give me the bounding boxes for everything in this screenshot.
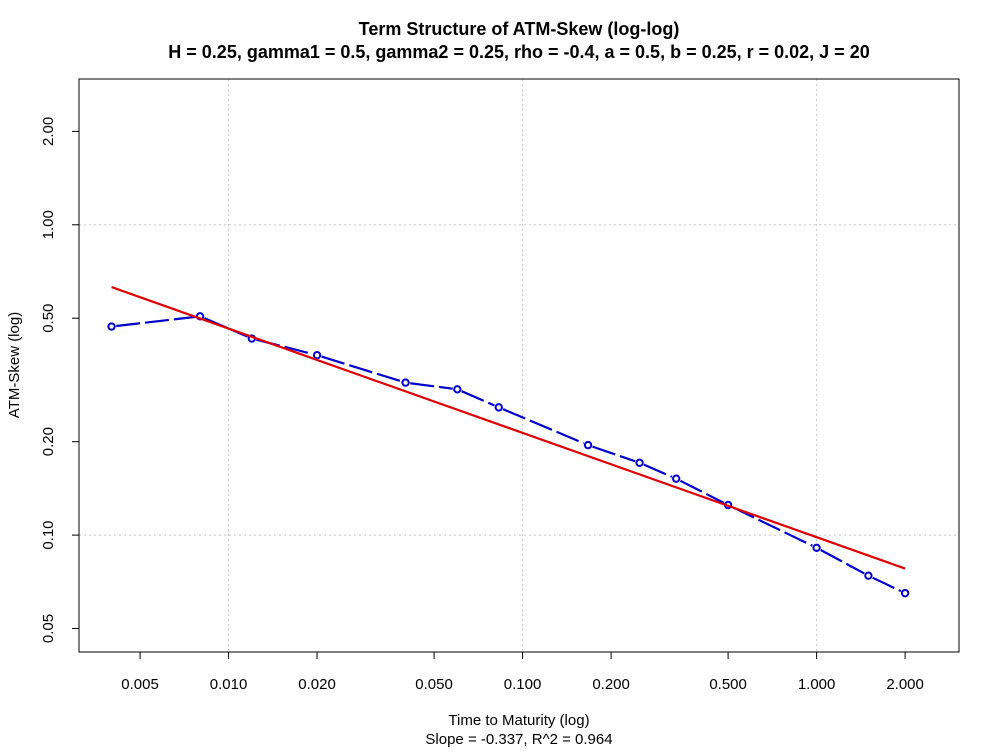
skew-data-point [864,571,873,580]
skew-series-segment [461,390,495,407]
skew-data-point [453,385,462,394]
regression-fit-line [111,286,906,570]
y-tick-label: 0.10 [40,520,57,549]
x-tick-label: 0.200 [592,676,630,693]
x-axis: 0.005 0.010 0.020 0.050 0.100 0.200 0.500 1.000… [121,652,924,693]
x-tick-label: 0.005 [121,676,159,693]
x-tick-label: 0.100 [504,676,542,693]
y-tick-label: 0.20 [40,427,57,456]
skew-data-point [107,322,116,331]
chart-subtitle: H = 0.25, gamma1 = 0.5, gamma2 = 0.25, r… [168,42,869,62]
skew-series-segment [679,479,725,504]
skew-data-point [312,350,322,360]
series-layer [107,286,910,598]
chart-title: Term Structure of ATM-Skew (log-log) [359,19,680,39]
x-tick-label: 0.010 [210,676,248,693]
y-axis: 0.05 0.10 0.20 0.50 1.00 2.00 [40,117,79,643]
plot-frame [78,78,960,653]
x-tick-label: 2.000 [886,676,924,693]
x-axis-label: Time to Maturity (log) [448,712,589,729]
x-tick-label: 1.000 [798,676,836,693]
skew-data-point [635,458,644,467]
skew-data-point [671,474,681,483]
y-tick-label: 2.00 [40,117,57,146]
skew-series-segment [820,549,865,575]
skew-series-segment [731,506,813,547]
skew-data-point [401,378,410,387]
skew-series-segment [410,382,453,390]
skew-series-segment [592,445,636,463]
skew-series-segment [872,576,902,593]
skew-series-segment [502,408,585,445]
x-tick-label: 0.020 [298,676,336,693]
y-tick-label: 0.50 [40,304,57,333]
skew-series-segment [321,355,402,383]
x-tick-label: 0.500 [709,676,747,693]
grid-layer [79,79,959,652]
skew-data-point [494,403,503,412]
y-axis-label: ATM-Skew (log) [6,312,23,418]
skew-data-point [583,440,593,450]
y-tick-label: 0.05 [40,614,57,643]
skew-series-segment [643,463,673,478]
x-axis-sublabel: Slope = -0.337, R^2 = 0.964 [425,731,612,748]
skew-data-point [900,588,910,598]
x-tick-label: 0.050 [415,676,453,693]
skew-series-segment [116,315,196,328]
y-tick-label: 1.00 [40,210,57,239]
skew-data-point [812,543,821,553]
